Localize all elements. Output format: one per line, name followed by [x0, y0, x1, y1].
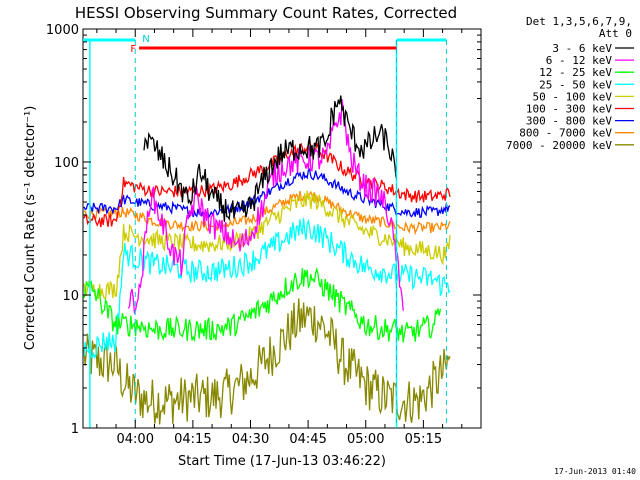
legend-label-4: 50 - 100 keV: [533, 90, 613, 103]
legend-label-6: 300 - 800 keV: [526, 115, 612, 128]
legend-label-3: 25 - 50 keV: [539, 78, 612, 91]
legend-label-8: 7000 - 20000 keV: [506, 139, 612, 152]
x-tick-label: 04:15: [174, 432, 211, 447]
x-axis: 04:00 04:15 04:30 04:45 05:00 05:15: [96, 29, 463, 447]
x-tick-label: 04:45: [289, 432, 326, 447]
legend-label-7: 800 - 7000 keV: [519, 127, 612, 140]
chart-title: HESSI Observing Summary Count Rates, Cor…: [75, 4, 457, 22]
series-line-0: [143, 95, 397, 222]
legend-label-0: 3 - 6 keV: [552, 42, 612, 55]
y-tick-label: 100: [54, 156, 79, 171]
legend-label-1: 6 - 12 keV: [546, 54, 613, 67]
series-layer: [83, 95, 451, 425]
x-tick-label: 05:00: [347, 432, 384, 447]
annotation-label-flare: F: [130, 44, 136, 55]
series-line-8: [83, 298, 451, 425]
x-tick-label: 04:00: [117, 432, 154, 447]
annotation-label-night: N: [142, 34, 149, 45]
y-axis-label: Corrected Count Rate (s⁻¹ detector⁻¹): [23, 106, 38, 351]
x-axis-label: Start Time (17-Jun-13 03:46:22): [178, 454, 386, 469]
annotation-layer: NF: [83, 34, 447, 428]
y-axis: 1 10 100 1000: [46, 23, 481, 437]
plot-frame: [82, 28, 482, 429]
y-tick-label: 1: [71, 422, 79, 437]
series-line-4: [83, 190, 451, 300]
legend-label-5: 100 - 300 keV: [526, 103, 612, 116]
legend-header-line-2: Att 0: [599, 27, 632, 40]
y-tick-label: 10: [62, 289, 79, 304]
series-line-3: [83, 218, 451, 360]
y-tick-label: 1000: [46, 23, 79, 38]
x-tick-label: 05:15: [405, 432, 442, 447]
x-tick-label: 04:30: [232, 432, 269, 447]
series-line-5: [83, 138, 451, 228]
series-line-7: [83, 190, 451, 236]
plot-area: NF 04:00 04:15 04:30 04:45 05:00 05:15 1 10 100…: [46, 23, 482, 447]
legend-header-line-1: Det 1,3,5,6,7,9,: [526, 15, 632, 28]
series-line-2: [83, 266, 442, 343]
footer-date: 17-Jun-2013 01:40: [554, 467, 636, 476]
series-line-1: [127, 99, 404, 315]
legend-label-2: 12 - 25 keV: [539, 66, 612, 79]
